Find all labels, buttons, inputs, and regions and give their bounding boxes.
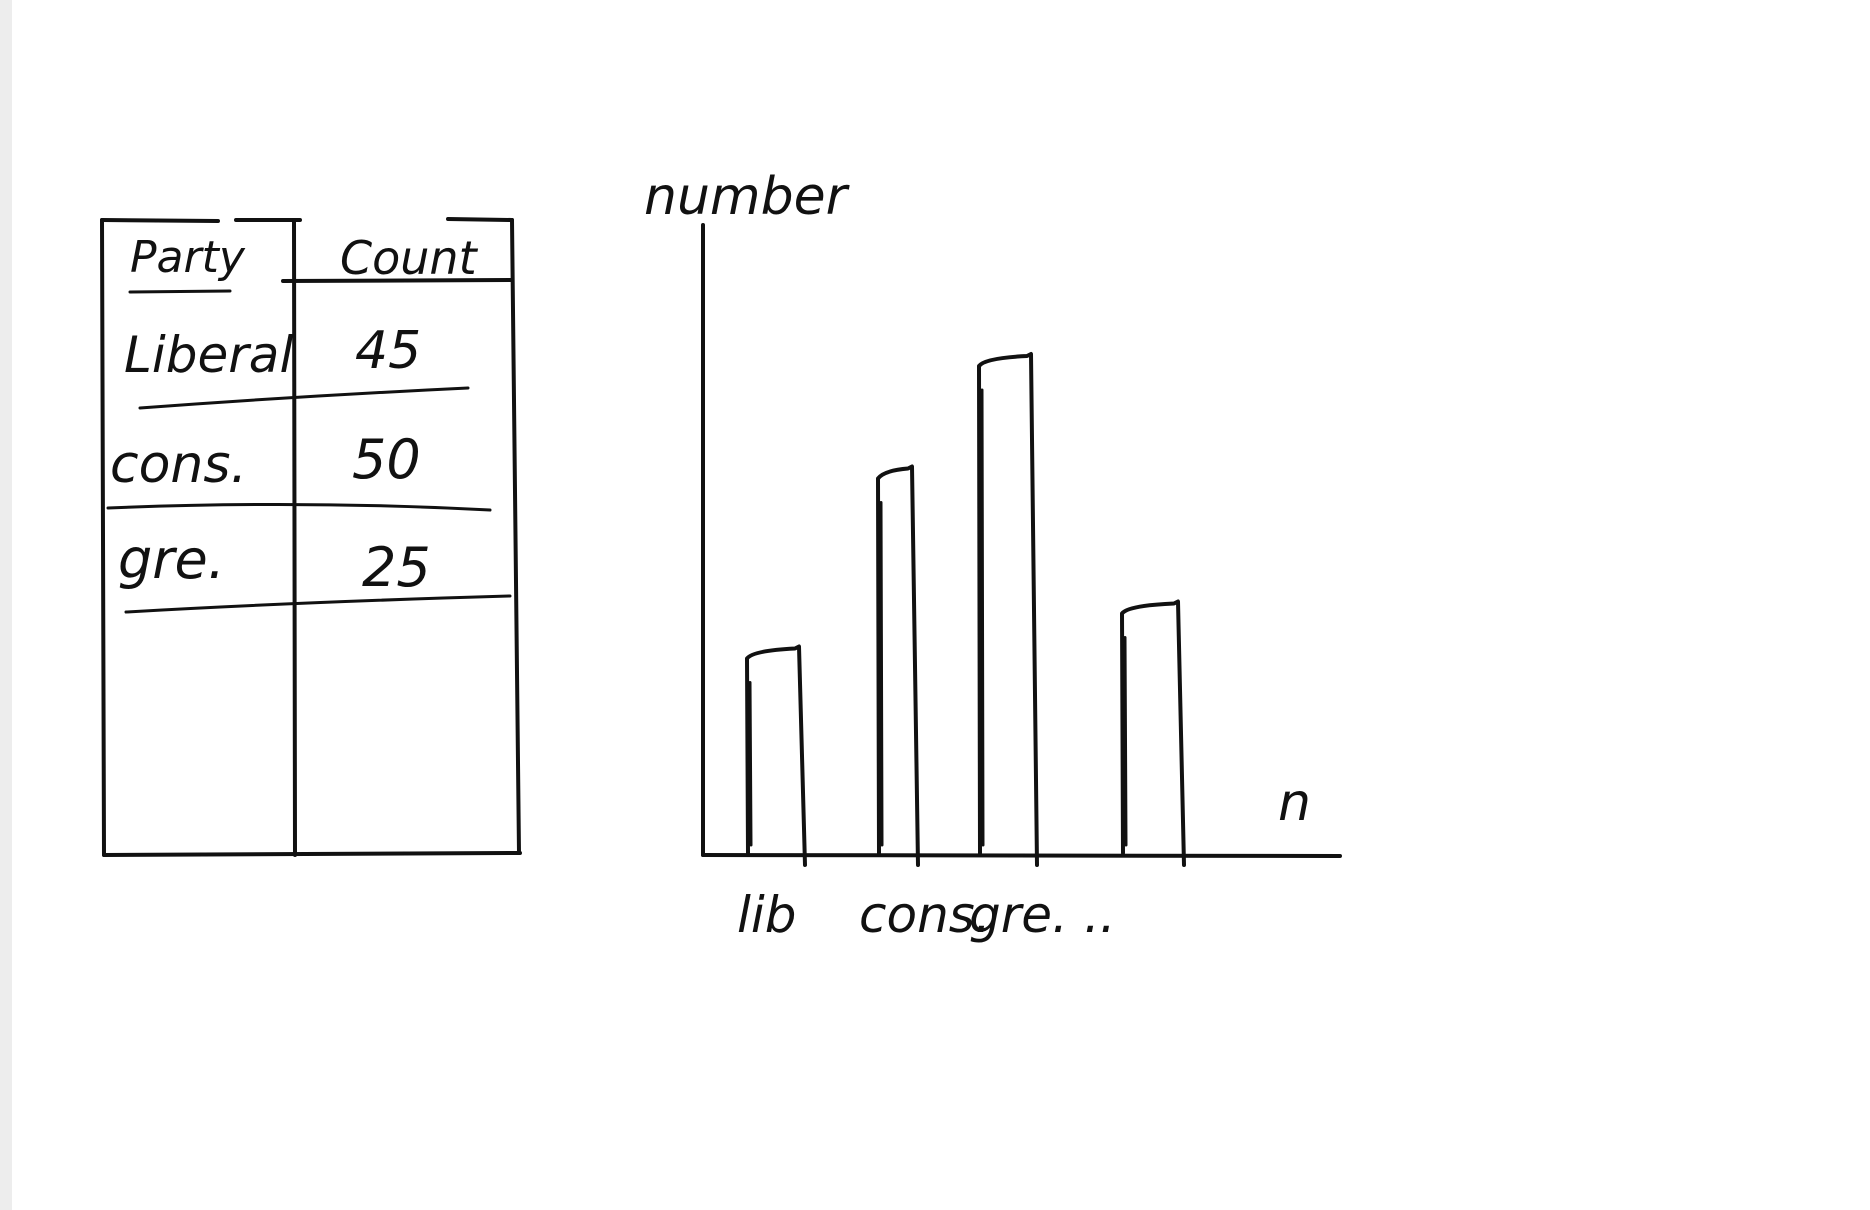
table-frame-top [100, 217, 514, 223]
table-frame-right [510, 218, 521, 855]
y-axis-label: number [644, 167, 851, 227]
party-header-underline [128, 289, 232, 294]
table-frame-bottom [102, 851, 522, 857]
bar-sketch-stroke-3 [1123, 636, 1128, 847]
table-header-party: Party [130, 232, 246, 283]
x-tick-label-4: n [1278, 773, 1311, 833]
table-cell-count-3: 25 [362, 536, 431, 599]
table-row-divider-2 [106, 502, 492, 512]
page-left-margin [0, 0, 12, 1210]
table-frame-left [100, 218, 106, 857]
table-row-divider-1 [138, 386, 470, 410]
table-cell-party-2: cons. [110, 435, 247, 495]
table-header-count: Count [340, 231, 479, 285]
table-column-divider [292, 218, 297, 857]
bar-cons-1 [876, 464, 920, 867]
tick-label-group: lib cons.gre. .. n [737, 773, 1311, 944]
bar-group [745, 352, 1186, 867]
bar-sketch-stroke-2 [980, 388, 985, 847]
table-cell-count-2: 50 [352, 428, 421, 491]
bar-sketch-stroke-1 [879, 501, 884, 847]
table-row-divider-3 [124, 594, 512, 614]
x-tick-label-1: cons. [859, 886, 991, 944]
table-cell-count-1: 45 [355, 321, 421, 381]
data-table: Party Count Liberal 45 cons. 50 gre. 25 [100, 217, 522, 857]
x-tick-label-2: gre. .. [969, 886, 1116, 944]
table-header-divider [281, 278, 514, 283]
table-cell-party-3: gre. [118, 528, 225, 591]
x-tick-label-0: lib [737, 886, 797, 944]
bar-chart: number lib cons.gre. .. n [644, 167, 1342, 944]
bar-unlabeled-3 [1120, 599, 1186, 867]
table-cell-party-1: Liberal [124, 326, 293, 384]
bar-lib-0 [745, 644, 807, 867]
x-axis [701, 853, 1342, 858]
bar-sketch-stroke-0 [748, 681, 753, 847]
bar-gre-2 [977, 352, 1039, 867]
